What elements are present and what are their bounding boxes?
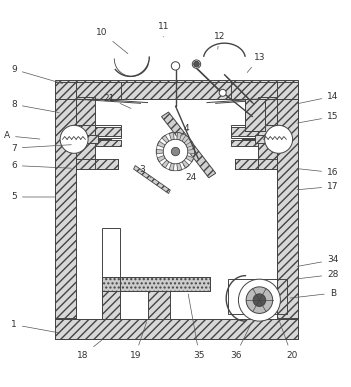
Circle shape: [192, 60, 201, 68]
Text: 24: 24: [183, 164, 197, 182]
Text: 10: 10: [96, 28, 128, 54]
Polygon shape: [177, 132, 182, 140]
Polygon shape: [156, 149, 163, 154]
Text: 34: 34: [297, 255, 338, 266]
Polygon shape: [157, 141, 165, 147]
Bar: [277, 82, 298, 318]
Bar: [76, 140, 121, 146]
Text: B: B: [290, 289, 336, 298]
Text: 5: 5: [11, 192, 55, 202]
Bar: [55, 319, 298, 339]
Bar: [231, 125, 277, 137]
Bar: [235, 159, 277, 169]
Circle shape: [60, 125, 88, 153]
Circle shape: [219, 89, 226, 96]
Polygon shape: [186, 156, 194, 162]
Polygon shape: [162, 160, 169, 168]
Polygon shape: [177, 163, 182, 171]
Text: 21: 21: [104, 94, 131, 108]
Circle shape: [171, 147, 180, 156]
Text: 4: 4: [181, 124, 190, 136]
Text: 35: 35: [188, 294, 205, 360]
Circle shape: [265, 125, 293, 153]
Circle shape: [171, 62, 180, 70]
Polygon shape: [182, 160, 189, 168]
Text: 17: 17: [297, 182, 339, 191]
Text: 3: 3: [139, 165, 151, 178]
Bar: [258, 125, 277, 159]
Bar: [245, 99, 265, 130]
Polygon shape: [182, 135, 189, 143]
Bar: [76, 125, 121, 137]
Polygon shape: [169, 132, 174, 140]
Polygon shape: [186, 141, 194, 147]
Text: 1: 1: [11, 320, 59, 333]
Polygon shape: [169, 163, 174, 171]
Text: 9: 9: [11, 65, 63, 84]
Text: 36: 36: [230, 324, 251, 360]
Circle shape: [253, 294, 266, 307]
Bar: [231, 127, 258, 136]
Polygon shape: [133, 166, 170, 194]
Text: 12: 12: [213, 32, 225, 49]
Bar: [258, 125, 277, 159]
Polygon shape: [188, 149, 195, 154]
Bar: [76, 82, 121, 99]
Bar: [55, 80, 298, 99]
Circle shape: [246, 287, 273, 313]
Bar: [55, 82, 76, 318]
Bar: [258, 98, 277, 125]
Bar: [102, 277, 211, 291]
Polygon shape: [157, 156, 165, 162]
Circle shape: [238, 279, 280, 321]
Text: 13: 13: [247, 53, 265, 72]
Text: 28: 28: [297, 270, 338, 279]
Bar: [76, 125, 95, 159]
Bar: [76, 125, 95, 159]
Bar: [147, 291, 170, 319]
Circle shape: [163, 139, 188, 164]
Text: 6: 6: [11, 161, 71, 170]
Text: 20: 20: [278, 317, 297, 360]
Bar: [245, 99, 265, 130]
Text: A: A: [4, 131, 40, 140]
Bar: [231, 82, 277, 99]
Bar: [76, 98, 95, 125]
Text: 14: 14: [297, 92, 338, 104]
Text: 7: 7: [11, 144, 71, 152]
Bar: [102, 277, 211, 291]
Text: 18: 18: [77, 340, 102, 360]
Text: 8: 8: [11, 100, 59, 113]
Bar: [228, 279, 287, 314]
Text: 19: 19: [130, 322, 147, 360]
Bar: [255, 135, 267, 143]
Bar: [102, 228, 120, 319]
Bar: [86, 135, 98, 143]
Text: 11: 11: [158, 22, 169, 37]
Polygon shape: [161, 112, 216, 178]
Text: 16: 16: [297, 168, 339, 177]
Bar: [231, 140, 277, 146]
Polygon shape: [162, 135, 169, 143]
Bar: [95, 127, 121, 136]
Bar: [102, 291, 120, 319]
Bar: [76, 159, 118, 169]
Text: 15: 15: [297, 112, 339, 123]
Circle shape: [194, 62, 199, 67]
